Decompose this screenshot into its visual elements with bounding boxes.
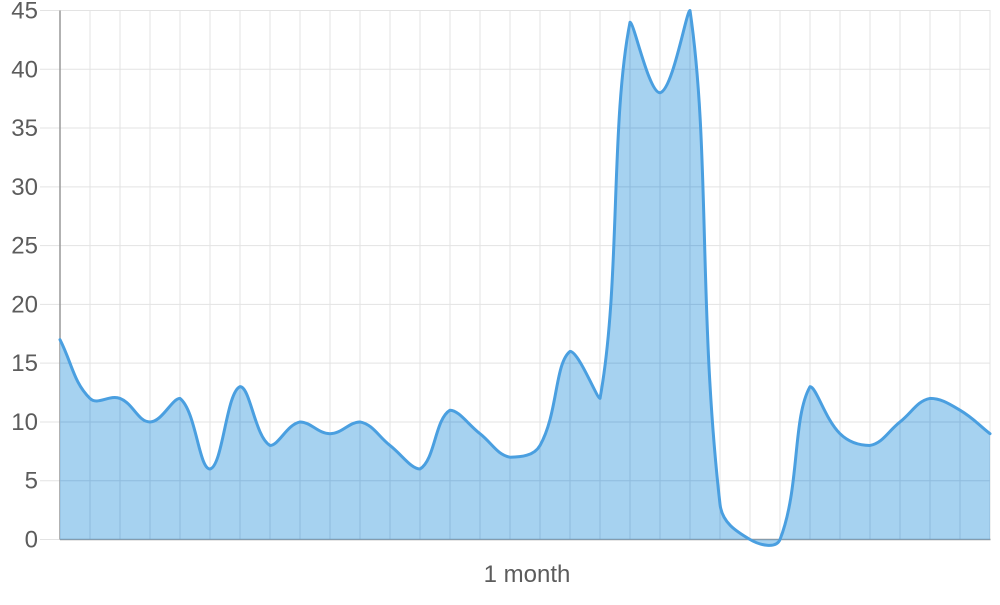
svg-text:25: 25 xyxy=(11,233,38,260)
svg-text:1 month: 1 month xyxy=(484,561,571,588)
svg-text:20: 20 xyxy=(11,291,38,318)
svg-text:0: 0 xyxy=(25,527,38,554)
svg-text:15: 15 xyxy=(11,350,38,377)
svg-text:10: 10 xyxy=(11,409,38,436)
svg-text:30: 30 xyxy=(11,174,38,201)
svg-text:40: 40 xyxy=(11,56,38,83)
svg-text:45: 45 xyxy=(11,0,38,25)
svg-text:35: 35 xyxy=(11,115,38,142)
svg-text:5: 5 xyxy=(25,468,38,495)
